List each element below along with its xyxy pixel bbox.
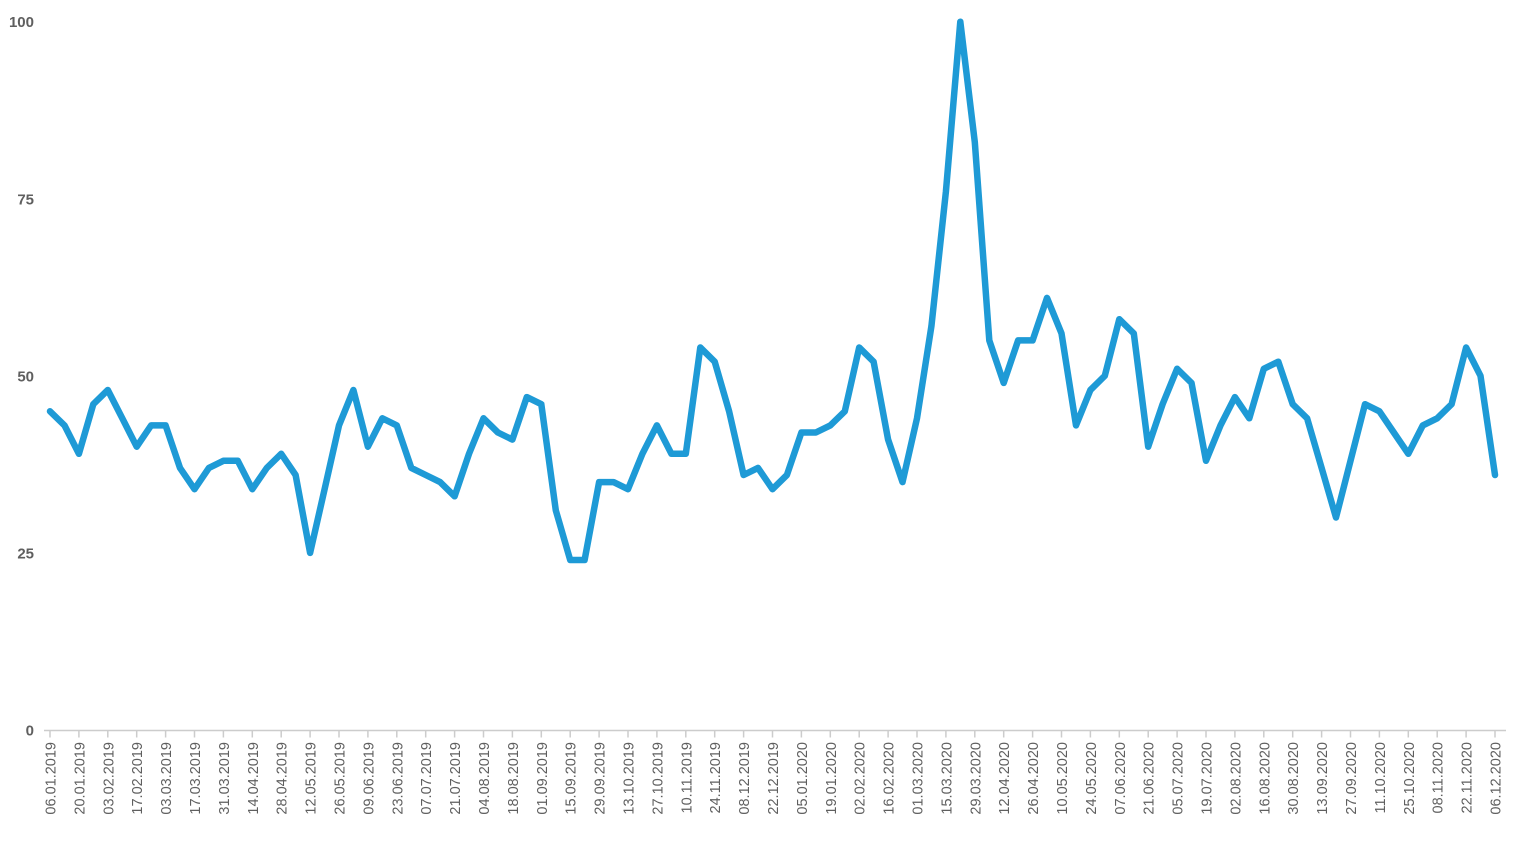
x-tick-label: 02.08.2020 — [1228, 742, 1244, 815]
x-tick-label: 21.06.2020 — [1142, 742, 1158, 815]
x-tick-label: 22.12.2019 — [766, 742, 782, 815]
x-tick-label: 27.10.2019 — [650, 742, 666, 815]
x-tick-label: 10.05.2020 — [1055, 742, 1071, 815]
x-tick-label: 21.07.2019 — [448, 742, 464, 815]
x-tick-label: 01.03.2020 — [911, 742, 927, 815]
x-tick-label: 31.03.2019 — [217, 742, 233, 815]
x-tick-label: 30.08.2020 — [1286, 742, 1302, 815]
trend-line — [46, 18, 1499, 564]
x-tick-label: 19.07.2020 — [1200, 742, 1216, 815]
x-tick-label: 15.03.2020 — [939, 742, 955, 815]
x-tick-label: 07.06.2020 — [1113, 742, 1129, 815]
x-tick-label: 24.11.2019 — [708, 742, 724, 814]
x-tick-label: 28.04.2019 — [275, 742, 291, 815]
x-tick-label: 17.03.2019 — [188, 742, 204, 815]
x-tick-label: 05.07.2020 — [1171, 742, 1187, 815]
x-tick-label: 08.12.2019 — [737, 742, 753, 815]
x-tick-label: 22.11.2020 — [1460, 742, 1476, 814]
x-tick-label: 26.04.2020 — [1026, 742, 1042, 815]
x-tick-label: 06.01.2019 — [44, 742, 60, 815]
y-tick-label: 0 — [26, 723, 34, 740]
x-tick-label: 06.12.2020 — [1489, 742, 1505, 815]
x-tick-label: 27.09.2020 — [1344, 742, 1360, 815]
x-tick-label: 12.04.2020 — [997, 742, 1013, 815]
x-tick-label: 11.10.2020 — [1373, 742, 1389, 814]
x-tick-label: 17.02.2019 — [130, 742, 146, 815]
x-tick-label: 13.09.2020 — [1315, 742, 1331, 815]
x-tick-label: 20.01.2019 — [72, 742, 88, 815]
x-tick-label: 14.04.2019 — [246, 742, 262, 815]
x-tick-label: 26.05.2019 — [333, 742, 349, 815]
x-tick-label: 04.08.2019 — [477, 742, 493, 815]
x-tick-label: 05.01.2020 — [795, 742, 811, 815]
x-tick-label: 29.09.2019 — [593, 742, 609, 815]
x-tick-label: 15.09.2019 — [564, 742, 580, 815]
x-tick-label: 02.02.2020 — [853, 742, 869, 815]
y-tick-label: 25 — [17, 545, 34, 562]
x-tick-label: 24.05.2020 — [1084, 742, 1100, 815]
x-tick-label: 07.07.2019 — [419, 742, 435, 815]
x-tick-label: 23.06.2019 — [390, 742, 406, 815]
x-tick-label: 08.11.2020 — [1431, 742, 1447, 814]
x-tick-label: 01.09.2019 — [535, 742, 551, 815]
x-tick-label: 16.02.2020 — [882, 742, 898, 815]
x-tick-label: 03.03.2019 — [159, 742, 175, 815]
x-tick-label: 19.01.2020 — [824, 742, 840, 815]
x-tick-label: 18.08.2019 — [506, 742, 522, 815]
x-tick-label: 09.06.2019 — [361, 742, 377, 815]
x-tick-label: 03.02.2019 — [101, 742, 117, 815]
y-tick-label: 100 — [9, 14, 34, 31]
x-tick-label: 25.10.2020 — [1402, 742, 1418, 815]
x-tick-label: 29.03.2020 — [968, 742, 984, 815]
y-tick-label: 50 — [17, 368, 34, 385]
x-tick-label: 12.05.2019 — [304, 742, 320, 815]
y-tick-label: 75 — [17, 191, 34, 208]
x-tick-label: 16.08.2020 — [1257, 742, 1273, 815]
x-tick-label: 13.10.2019 — [622, 742, 638, 815]
x-tick-label: 10.11.2019 — [679, 742, 695, 814]
